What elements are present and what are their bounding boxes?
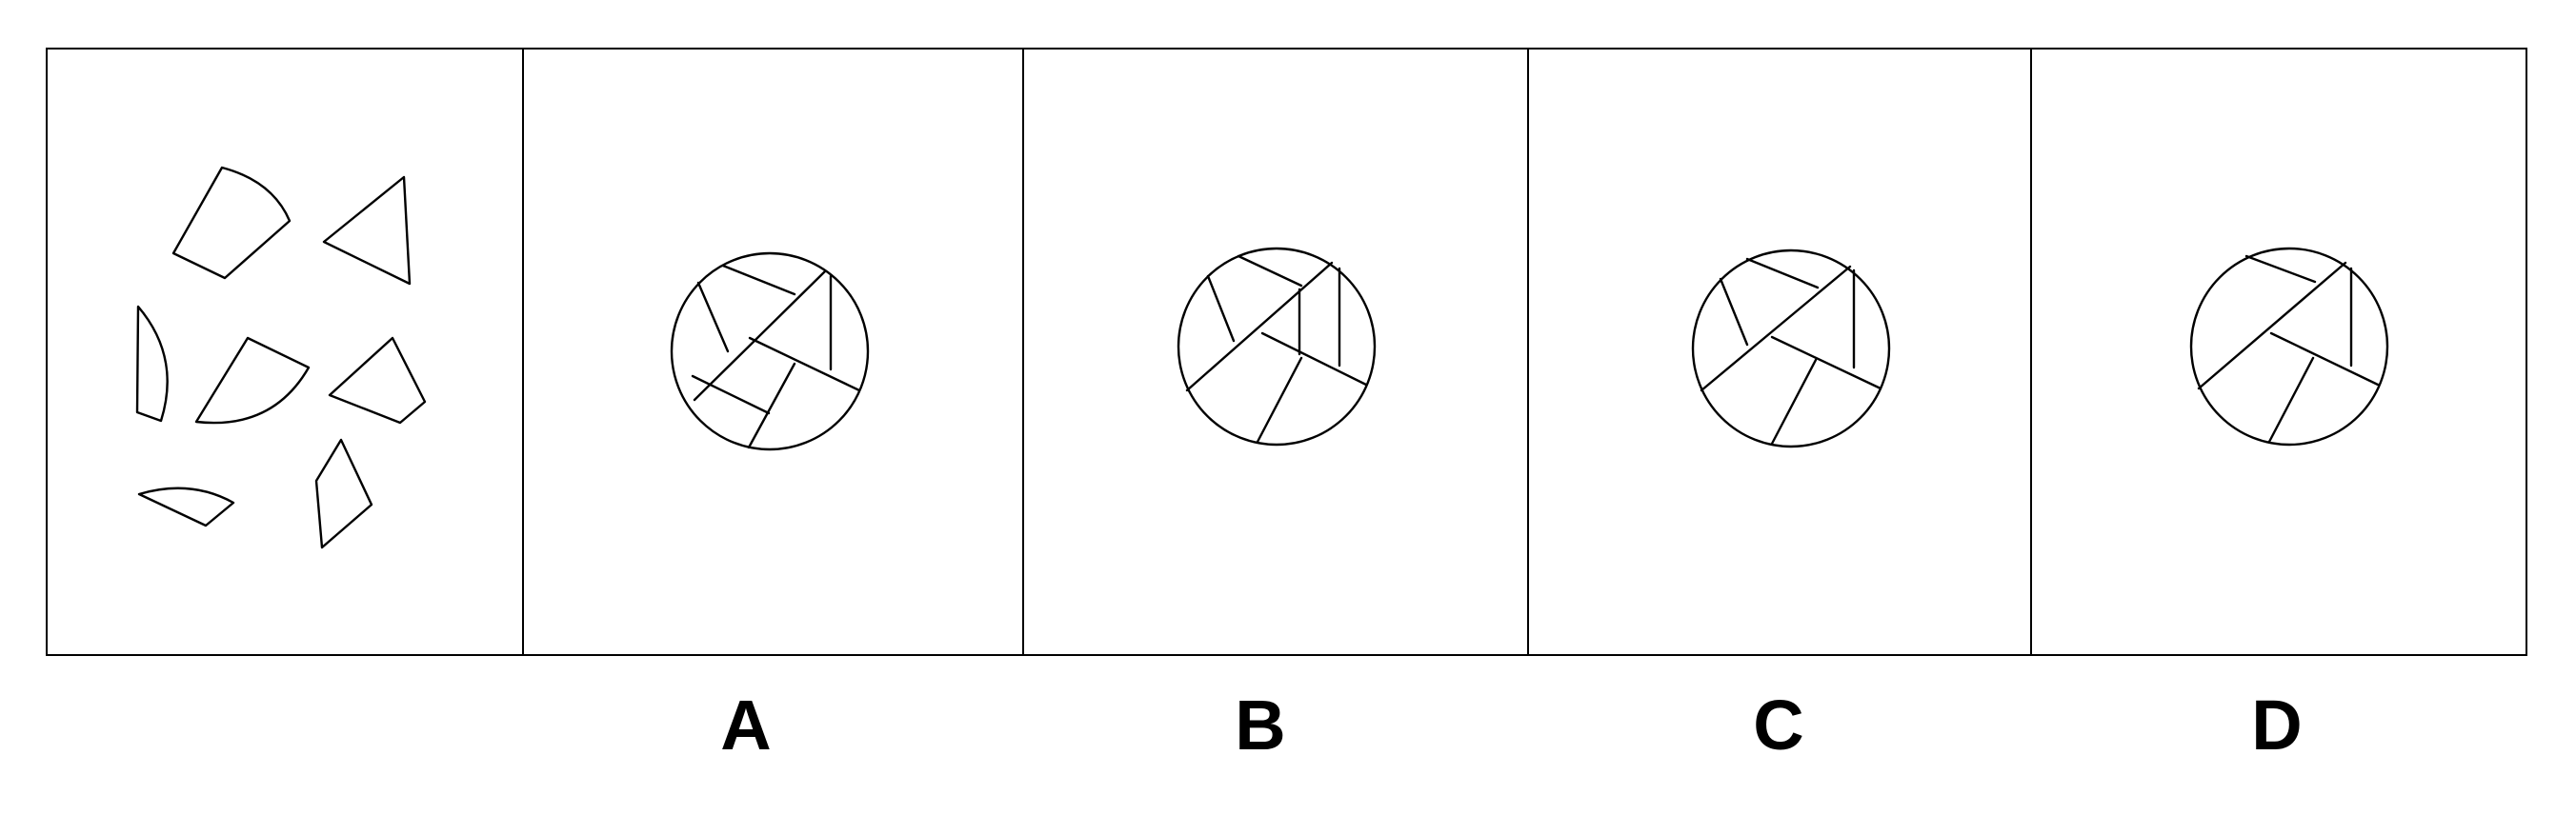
option-c-circle	[1691, 249, 1891, 448]
pieces-panel-frame	[46, 48, 524, 656]
option-b-panel-frame	[1022, 48, 1529, 656]
option-b-circle	[1177, 247, 1377, 447]
option-a-cut-1	[696, 281, 730, 353]
option-c-panel-frame	[1527, 48, 2032, 656]
option-c-cut-2	[1745, 257, 1820, 289]
option-c-figure	[1691, 249, 1891, 448]
piece-3	[135, 305, 169, 423]
option-d-panel-frame	[2030, 48, 2527, 656]
option-d-cut-4	[2269, 331, 2380, 387]
option-d-label[interactable]: D	[2251, 686, 2303, 765]
piece-1	[171, 166, 292, 280]
option-d-cut-2	[2197, 261, 2347, 390]
option-d-circle	[2189, 247, 2389, 447]
option-a-cut-5	[748, 336, 861, 392]
option-b-cut-7	[1256, 356, 1303, 444]
option-b-cut-6	[1260, 331, 1368, 387]
option-c-cut-3	[1700, 265, 1852, 392]
option-a-label[interactable]: A	[720, 686, 772, 765]
option-a-cut-7	[747, 362, 796, 449]
piece-5	[328, 336, 427, 425]
option-b-cut-3	[1185, 261, 1334, 392]
piece-2	[322, 175, 412, 286]
option-b-cut-1	[1206, 274, 1236, 343]
option-d-cut-1	[2244, 254, 2317, 284]
piece-6	[137, 487, 235, 527]
option-a-figure	[670, 251, 870, 451]
pieces-panel	[135, 166, 427, 549]
option-a-panel-frame	[522, 48, 1024, 656]
option-b-label[interactable]: B	[1235, 686, 1286, 765]
option-b-cut-2	[1237, 254, 1303, 288]
option-a-cut-3	[693, 269, 827, 402]
option-c-cut-1	[1719, 277, 1749, 347]
option-a-cut-2	[721, 264, 796, 296]
option-d-figure	[2189, 247, 2389, 447]
piece-4	[194, 336, 311, 425]
option-b-figure	[1177, 247, 1377, 447]
option-a-circle	[670, 251, 870, 451]
option-d-cut-5	[2267, 356, 2315, 444]
option-c-label[interactable]: C	[1753, 686, 1804, 765]
panel-frames	[46, 48, 2527, 656]
option-c-cut-5	[1770, 335, 1882, 390]
piece-7	[314, 438, 373, 549]
option-a-cut-6	[691, 374, 771, 415]
option-c-cut-6	[1770, 358, 1818, 446]
